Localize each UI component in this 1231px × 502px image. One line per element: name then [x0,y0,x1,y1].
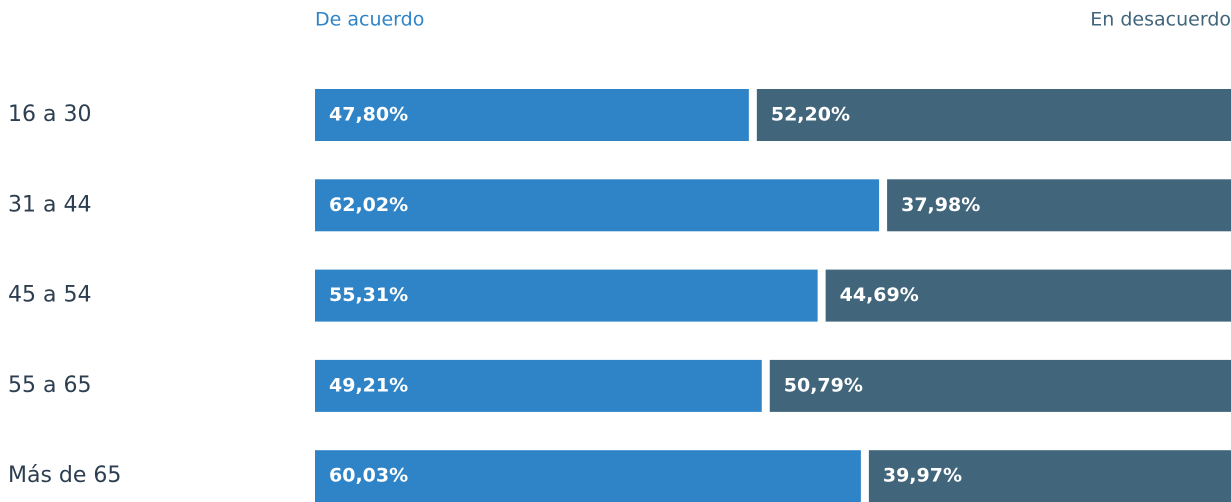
value-label: 37,98% [901,194,980,216]
bar-segment [315,179,880,232]
value-label: 55,31% [329,284,408,306]
bar-segment [315,450,861,502]
bar-segment [315,269,818,322]
category-label: 16 a 30 [8,102,91,127]
category-label: 45 a 54 [8,283,91,308]
value-label: 60,03% [329,465,408,487]
value-label: 50,79% [784,374,863,396]
legend-label: En desacuerdo [1090,9,1231,31]
category-label: Más de 65 [8,463,121,488]
bar-segment [868,450,1231,502]
bar-segment [315,89,749,141]
bar-segment [825,269,1231,322]
bar-segment [756,89,1231,141]
legend-label: De acuerdo [315,9,424,31]
bar-segment [315,359,762,412]
value-label: 39,97% [883,465,962,487]
bar-segment [769,359,1231,412]
category-label: 31 a 44 [8,192,91,217]
value-label: 62,02% [329,194,408,216]
value-label: 47,80% [329,104,408,126]
value-label: 52,20% [771,104,850,126]
bar-segment [887,179,1231,232]
category-label: 55 a 65 [8,373,91,398]
value-label: 44,69% [840,284,919,306]
value-label: 49,21% [329,374,408,396]
